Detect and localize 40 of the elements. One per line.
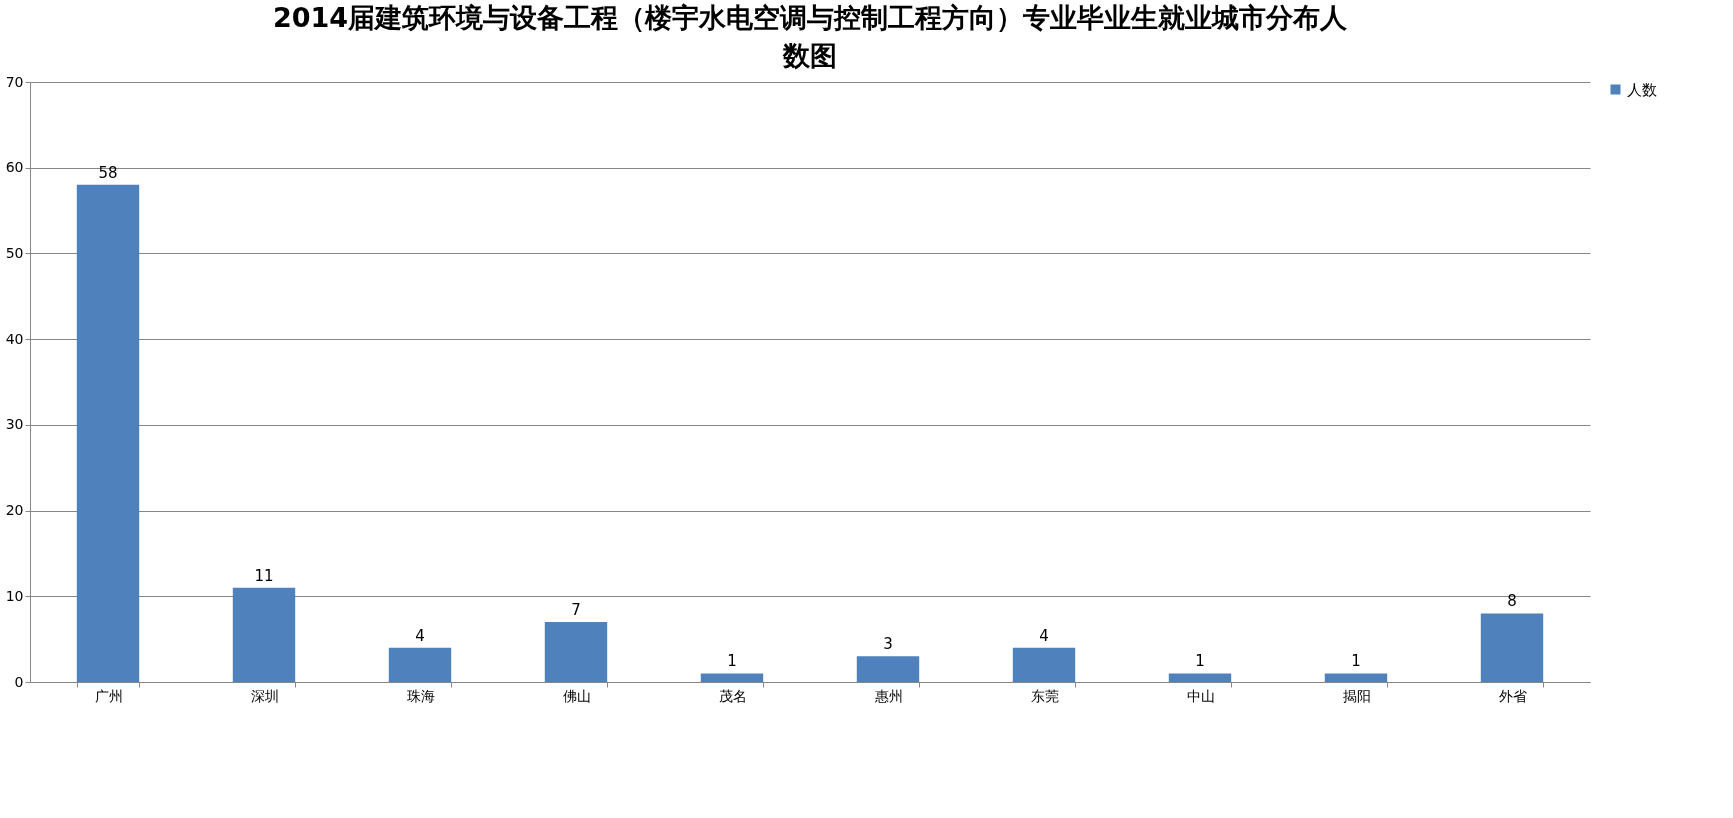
bar — [544, 622, 608, 682]
x-tick-label: 广州 — [94, 687, 123, 704]
y-tick-label: 70 — [5, 73, 24, 90]
bar — [232, 587, 296, 682]
bar — [1480, 613, 1544, 682]
data-label: 4 — [415, 626, 425, 645]
bar — [76, 184, 140, 682]
chart-title: 2014届建筑环境与设备工程（楼宇水电空调与控制工程方向）专业毕业生就业城市分布人数图 — [272, 2, 1349, 71]
y-tick-label: 20 — [5, 502, 24, 519]
data-label: 1 — [727, 652, 737, 671]
x-tick-label: 茂名 — [718, 687, 747, 704]
x-tick-label: 深圳 — [250, 687, 279, 704]
bar — [388, 647, 452, 682]
x-tick-label: 揭阳 — [1342, 687, 1371, 704]
y-tick-label: 30 — [5, 416, 24, 433]
legend-label: 人数 — [1627, 80, 1657, 99]
bar — [856, 656, 920, 682]
data-label: 8 — [1507, 592, 1517, 611]
x-tick-label: 外省 — [1498, 687, 1527, 704]
x-tick-label: 东莞 — [1030, 687, 1059, 704]
y-tick-label: 50 — [5, 244, 24, 261]
y-tick-label: 60 — [5, 159, 24, 176]
bar — [700, 673, 764, 682]
bar — [1324, 673, 1388, 682]
data-label: 11 — [254, 566, 274, 585]
data-label: 1 — [1195, 652, 1205, 671]
bar — [1012, 647, 1076, 682]
bar — [1168, 673, 1232, 682]
y-tick-label: 0 — [14, 673, 24, 690]
x-tick-label: 佛山 — [562, 687, 591, 704]
y-tick-label: 10 — [5, 587, 24, 604]
x-tick-label: 珠海 — [406, 687, 435, 704]
data-label: 3 — [883, 635, 893, 654]
data-label: 4 — [1039, 626, 1049, 645]
x-tick-label: 惠州 — [873, 687, 903, 704]
y-tick-label: 40 — [5, 330, 24, 347]
x-tick-label: 中山 — [1186, 687, 1215, 704]
data-label: 1 — [1351, 652, 1361, 671]
data-label: 58 — [98, 163, 118, 182]
data-label: 7 — [571, 601, 581, 619]
